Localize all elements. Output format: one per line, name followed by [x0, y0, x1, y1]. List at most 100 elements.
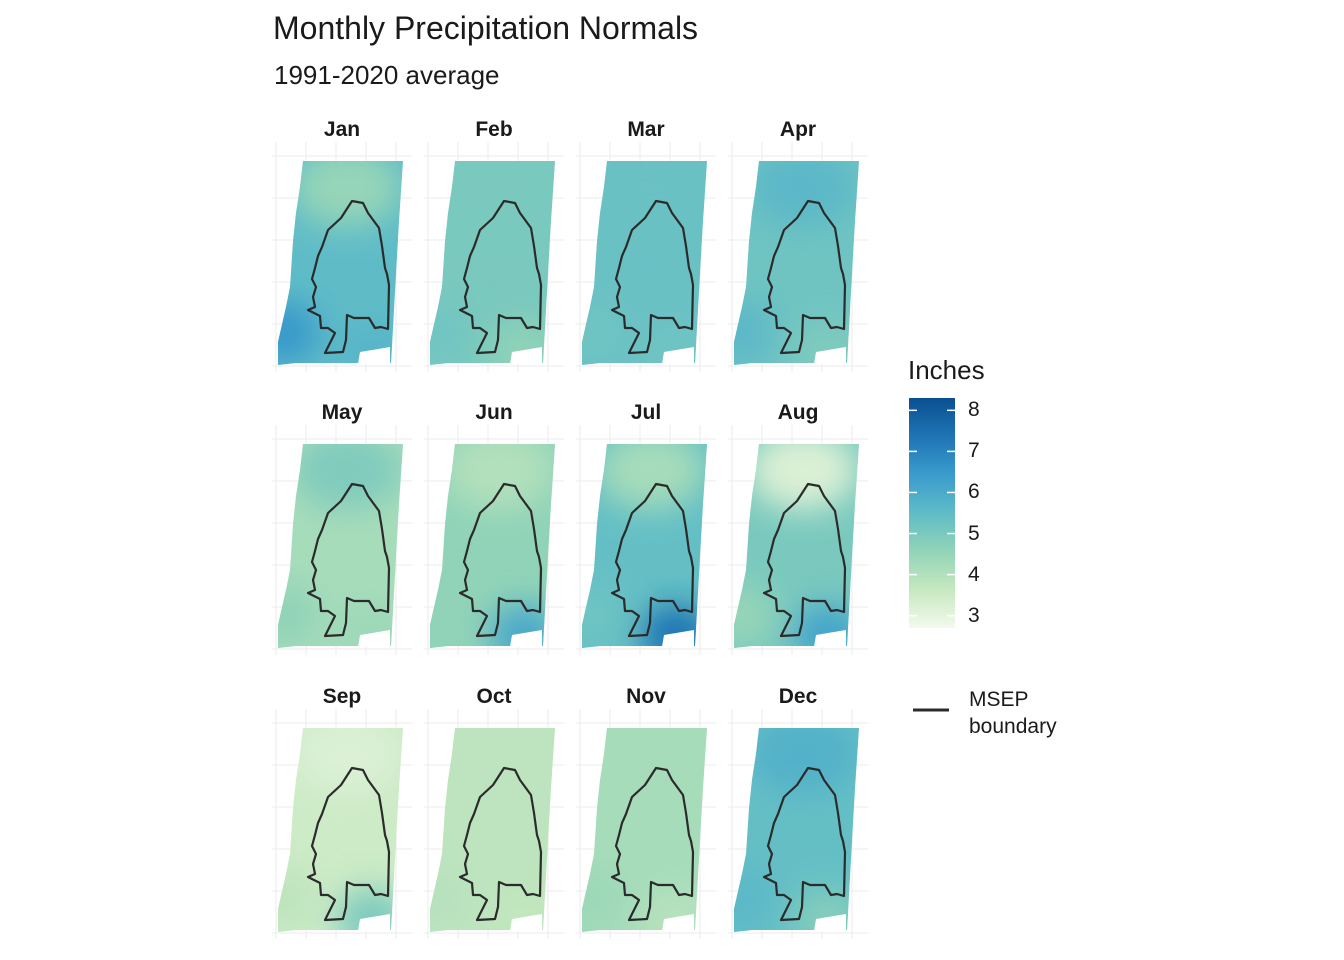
facet-panel-apr: Apr: [728, 116, 868, 376]
precip-map: [424, 709, 564, 939]
precip-raster: [734, 444, 859, 648]
no-data-area: [662, 914, 694, 931]
precip-raster: [582, 728, 707, 932]
legend-tick-label: 8: [968, 398, 980, 422]
chart-title: Monthly Precipitation Normals: [273, 10, 699, 46]
no-data-area: [510, 914, 542, 931]
facet-panel-sep: Sep: [272, 683, 412, 943]
facet-strip-label: Mar: [627, 118, 665, 141]
raster-zone-north: [444, 728, 554, 794]
facet-strip-label: Nov: [626, 685, 666, 708]
precip-map: [272, 425, 412, 655]
raster-zone-west: [734, 300, 774, 364]
precip-map: [272, 709, 412, 939]
precip-map: [576, 425, 716, 655]
precip-raster: [430, 444, 555, 648]
raster-zone-north: [292, 161, 402, 227]
precip-map: [272, 142, 412, 372]
facet-panel-jun: Jun: [424, 399, 564, 659]
msep-boundary: [610, 482, 695, 638]
raster-zone-north: [596, 161, 706, 227]
color-bar: [909, 398, 955, 628]
raster-zone-north: [292, 444, 402, 510]
facet-strip-label: Jun: [475, 401, 513, 424]
facet-strip-label: Dec: [778, 685, 818, 708]
raster-zone-north: [596, 444, 706, 510]
precip-raster: [430, 161, 555, 365]
raster-zone-north: [748, 728, 858, 794]
precip-raster: [278, 161, 403, 365]
legend-tick-label: 6: [968, 480, 980, 504]
precip-raster: [278, 728, 403, 932]
legend-tick-label: 5: [968, 521, 980, 545]
msep-boundary: [458, 199, 543, 355]
raster-zone-north: [596, 728, 706, 794]
raster-zone-north: [444, 161, 554, 227]
precip-map: [728, 425, 868, 655]
facet-panel-feb: Feb: [424, 116, 564, 376]
facet-strip-label: Sep: [322, 685, 362, 708]
raster-zone-west: [278, 300, 318, 364]
precip-raster: [582, 161, 707, 365]
msep-boundary: [306, 199, 391, 355]
msep-boundary: [610, 199, 695, 355]
msep-boundary: [458, 766, 543, 922]
msep-boundary: [610, 766, 695, 922]
facet-panel-dec: Dec: [728, 683, 868, 943]
msep-boundary: [306, 766, 391, 922]
raster-zone-west: [582, 300, 622, 364]
facet-panel-nov: Nov: [576, 683, 716, 943]
legend-tick-label: 4: [968, 562, 980, 586]
facet-panel-aug: Aug: [728, 399, 868, 659]
msep-boundary: [762, 199, 847, 355]
precip-raster: [734, 728, 859, 932]
precip-raster: [278, 444, 403, 648]
facet-panel-mar: Mar: [576, 116, 716, 376]
msep-boundary: [306, 482, 391, 638]
legend-tick-label: 7: [968, 439, 980, 463]
precip-map: [576, 709, 716, 939]
msep-boundary: [458, 482, 543, 638]
no-data-area: [510, 630, 542, 647]
precip-map: [728, 142, 868, 372]
raster-zone-north: [748, 161, 858, 227]
raster-zone-north: [748, 444, 858, 510]
facet-strip-label: Jan: [323, 118, 361, 141]
raster-zone-north: [444, 444, 554, 510]
facet-strip-label: May: [321, 401, 363, 424]
no-data-area: [510, 347, 542, 364]
raster-zone-west: [278, 583, 318, 647]
facet-strip-label: Jul: [630, 401, 662, 424]
precip-map: [424, 425, 564, 655]
raster-zone-west: [582, 867, 622, 931]
raster-zone-west: [734, 583, 774, 647]
raster-zone-west: [734, 867, 774, 931]
raster-zone-north: [292, 728, 402, 794]
chart-subtitle: 1991-2020 average: [274, 60, 500, 90]
precip-map: [576, 142, 716, 372]
no-data-area: [814, 914, 846, 931]
boundary-legend-key: [913, 708, 949, 712]
facet-panel-jul: Jul: [576, 399, 716, 659]
msep-boundary: [762, 766, 847, 922]
no-data-area: [358, 347, 390, 364]
legend-tick-label: 3: [968, 603, 980, 627]
raster-zone-west: [430, 300, 470, 364]
facet-strip-label: Feb: [475, 118, 513, 141]
precip-raster: [734, 161, 859, 365]
facet-strip-label: Oct: [476, 685, 512, 708]
raster-zone-west: [430, 867, 470, 931]
precip-raster: [430, 728, 555, 932]
facet-strip-label: Apr: [779, 118, 817, 141]
no-data-area: [662, 347, 694, 364]
no-data-area: [358, 630, 390, 647]
precip-map: [728, 709, 868, 939]
precip-raster: [582, 444, 707, 648]
facet-strip-label: Aug: [777, 401, 819, 424]
facet-panel-jan: Jan: [272, 116, 412, 376]
precip-map: [424, 142, 564, 372]
facet-panel-may: May: [272, 399, 412, 659]
raster-zone-west: [430, 583, 470, 647]
facet-panel-oct: Oct: [424, 683, 564, 943]
